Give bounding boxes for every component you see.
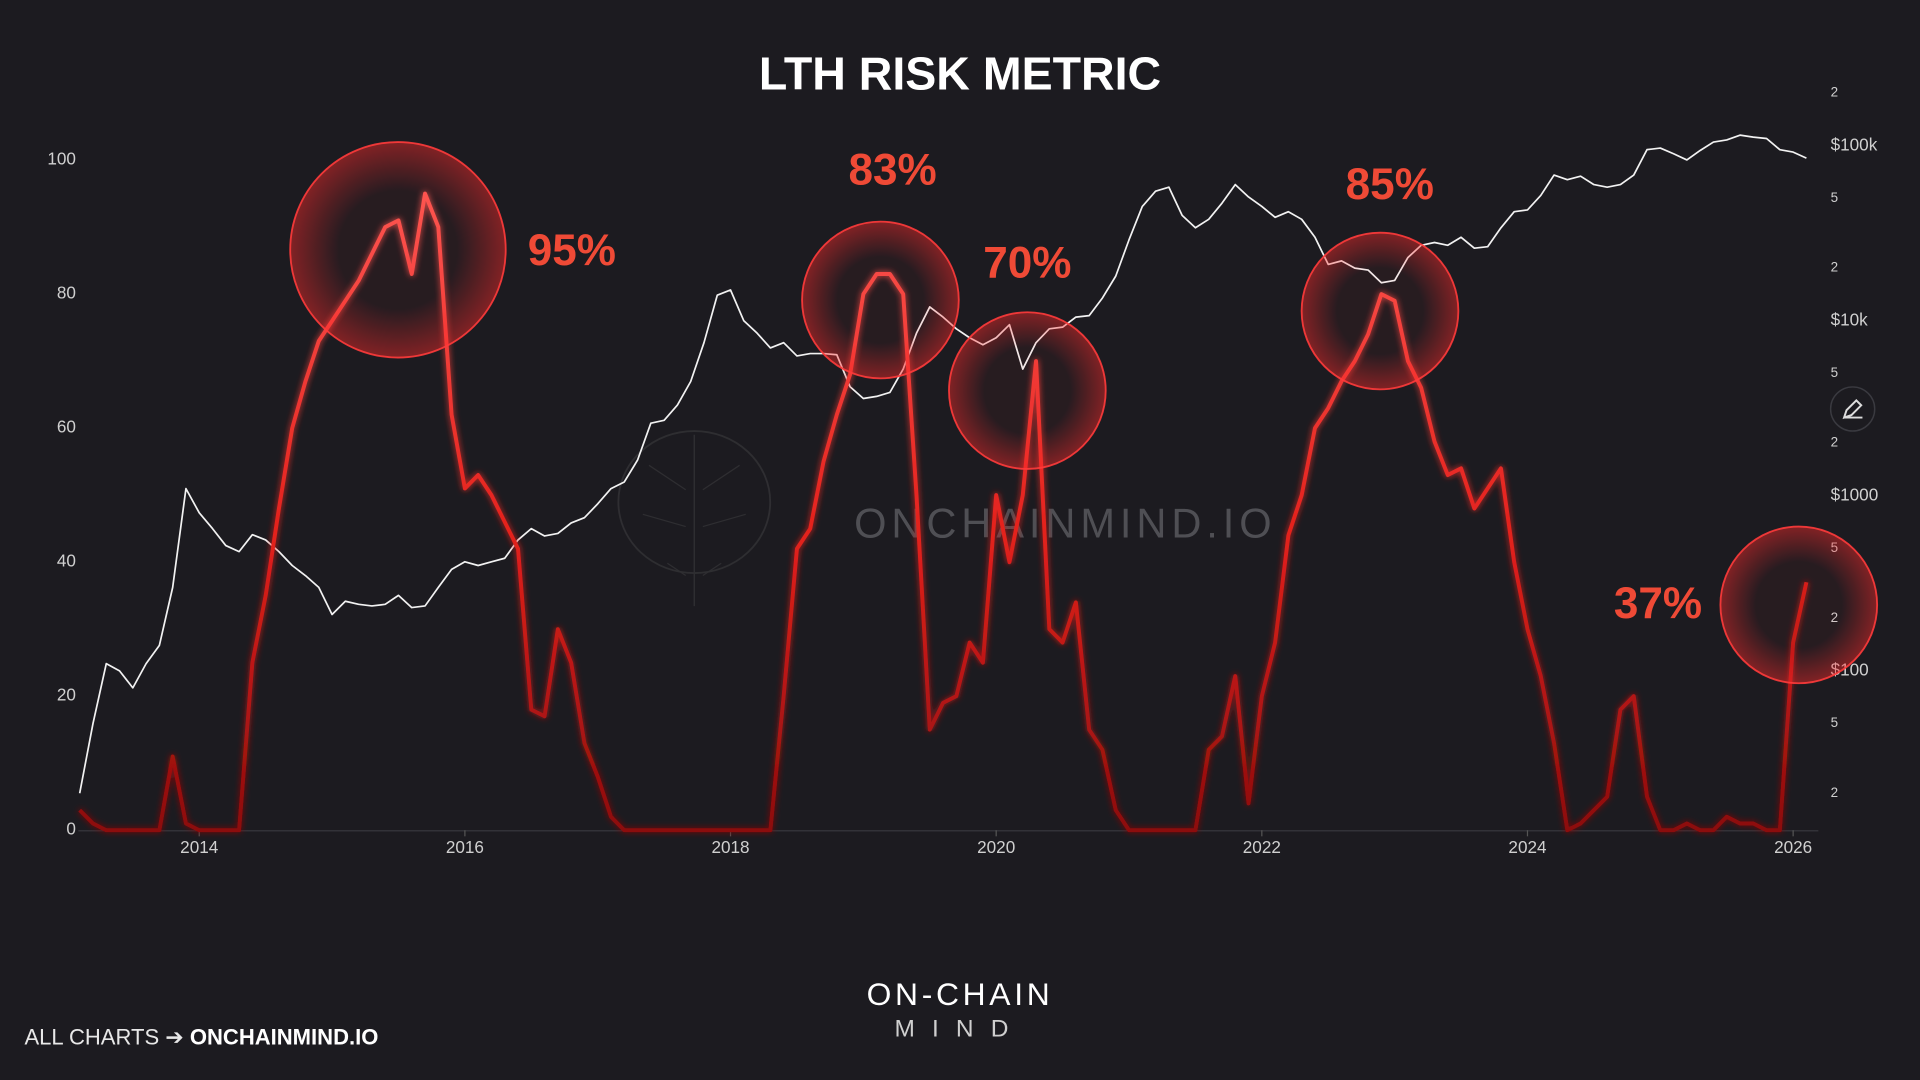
- y2-tick-label: 2: [1831, 435, 1838, 450]
- y2-tick-label: 2: [1831, 85, 1838, 100]
- y2-tick-label: $1000: [1831, 484, 1879, 504]
- highlight-circle: [289, 141, 507, 359]
- y2-tick-label: $100k: [1831, 134, 1878, 154]
- footer-link: ALL CHARTS ➔ ONCHAINMIND.IO: [24, 1024, 378, 1049]
- highlight-group: [1300, 231, 1460, 391]
- footer-link-url[interactable]: ONCHAINMIND.IO: [190, 1024, 378, 1049]
- x-tick-label: 2016: [446, 837, 484, 857]
- footer-link-prefix: ALL CHARTS ➔: [24, 1024, 183, 1049]
- chart-title: LTH RISK METRIC: [759, 47, 1161, 99]
- x-tick-label: 2014: [180, 837, 219, 857]
- x-tick-label: 2020: [977, 837, 1015, 857]
- y-tick-label: 100: [47, 149, 76, 169]
- y2-tick-label: $10k: [1831, 309, 1869, 329]
- annotation-label: 83%: [849, 145, 937, 194]
- y2-tick-label: 5: [1831, 715, 1838, 730]
- highlight-circle: [1719, 525, 1879, 685]
- y-tick-label: 20: [57, 685, 76, 705]
- y2-tick-label: 5: [1831, 190, 1838, 205]
- x-tick-label: 2024: [1508, 837, 1547, 857]
- brand-bottom: MIND: [894, 1015, 1025, 1042]
- highlight-group: [948, 311, 1107, 470]
- watermark: ONCHAINMIND.IO: [854, 500, 1276, 547]
- y2-tick-label: 2: [1831, 260, 1838, 275]
- brand-top: ON-CHAIN: [867, 976, 1054, 1012]
- x-tick-label: 2022: [1243, 837, 1281, 857]
- highlight-group: [801, 220, 960, 380]
- annotation-label: 70%: [983, 238, 1071, 287]
- annotation-label: 37%: [1614, 579, 1702, 628]
- highlight-circle: [1300, 231, 1460, 391]
- y-tick-label: 60: [57, 417, 76, 437]
- y2-tick-label: 2: [1831, 785, 1838, 800]
- y-tick-label: 0: [66, 819, 76, 839]
- y-tick-label: 40: [57, 551, 76, 571]
- edit-button[interactable]: [1829, 386, 1876, 432]
- highlight-group: [1719, 525, 1879, 685]
- highlight-group: [289, 141, 507, 359]
- annotation-label: 95%: [528, 226, 616, 275]
- annotation-label: 85%: [1346, 160, 1434, 209]
- x-tick-label: 2026: [1774, 837, 1812, 857]
- y-tick-label: 80: [57, 283, 76, 303]
- x-tick-label: 2018: [711, 837, 749, 857]
- highlight-circle: [801, 220, 960, 380]
- watermark-logo: [617, 430, 772, 607]
- y2-tick-label: 5: [1831, 365, 1838, 380]
- highlight-circle: [948, 311, 1107, 470]
